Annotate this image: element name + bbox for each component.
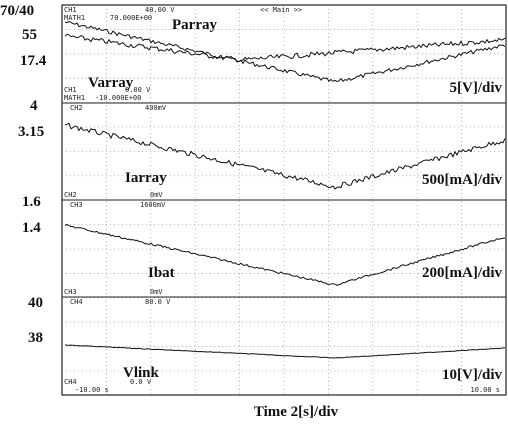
scope-text: CH4 (64, 378, 77, 386)
trace-label: Iarray (125, 170, 167, 186)
scale-label: 200[mA]/div (422, 265, 502, 281)
scope-text: 0.0 V (130, 378, 152, 386)
scope-text: MATH1 (64, 94, 85, 102)
left-label: 1.4 (22, 220, 41, 236)
scope-text: CH2 (64, 191, 77, 199)
scope-text: -10.00 s (75, 386, 109, 394)
trace-label: Varray (88, 75, 134, 91)
waveform (64, 122, 506, 190)
scope-text: 1600mV (140, 201, 166, 209)
scope-text: CH3 (64, 288, 77, 296)
scope-text: 0mV (150, 288, 163, 296)
scope-text: MATH1 (64, 14, 85, 22)
waveform (64, 223, 506, 286)
left-label: 4 (30, 98, 38, 114)
left-label: 70/40 (0, 3, 34, 19)
scope-text: 10.00 s (470, 386, 500, 394)
waveform (64, 20, 506, 83)
scope-text: CH4 (70, 298, 83, 306)
left-label: 38 (28, 330, 43, 346)
scale-label: 5[V]/div (450, 80, 503, 96)
trace-label: Vlink (123, 365, 160, 381)
left-label: 17.4 (20, 53, 47, 69)
scope-text: CH1 (64, 6, 77, 14)
scope-text: 80.0 V (145, 298, 171, 306)
left-label: 3.15 (18, 124, 44, 140)
scope-text: 40.00 V (145, 6, 175, 14)
trace-label: Parray (172, 17, 217, 33)
scope-text: 400mV (145, 104, 167, 112)
scope-text: 0.00 V (125, 86, 151, 94)
scope-text: CH1 (64, 86, 77, 94)
traces (64, 20, 506, 359)
x-axis-label: Time 2[s]/div (254, 404, 339, 420)
waveform (64, 344, 506, 359)
scope-text: 0mV (150, 191, 163, 199)
scope-text: 70.000E+00 (110, 14, 152, 22)
grid (62, 5, 506, 395)
scale-label: 500[mA]/div (422, 172, 502, 188)
scope-text: CH2 (70, 104, 83, 112)
left-label: 1.6 (22, 194, 41, 210)
scope-text: << Main >> (260, 6, 302, 14)
left-label: 55 (22, 27, 37, 43)
waveform (64, 33, 506, 63)
left-label: 40 (28, 295, 43, 311)
scope-text: -10.000E+00 (95, 94, 141, 102)
scale-label: 10[V]/div (442, 367, 503, 383)
trace-label: Ibat (148, 265, 175, 281)
scope-text: CH3 (70, 201, 83, 209)
